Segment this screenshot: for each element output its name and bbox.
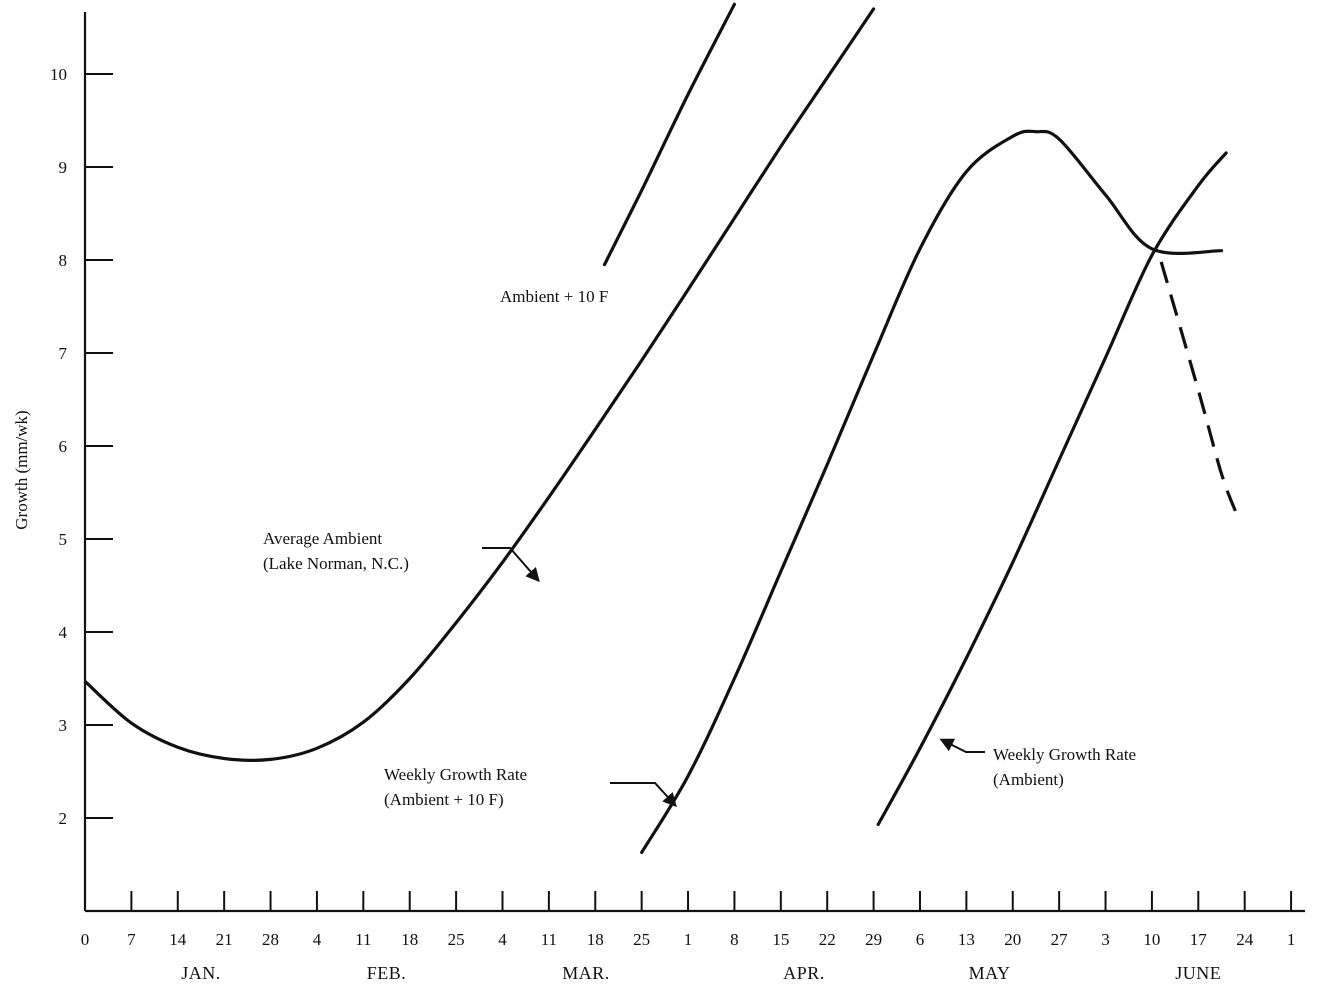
annotation-wgr10: Weekly Growth Rate	[384, 765, 527, 784]
leader-growth-rate-ambient-plus-10	[610, 782, 677, 808]
y-tick-label: 10	[50, 65, 67, 84]
month-label: FEB.	[367, 963, 407, 983]
month-label: APR.	[783, 963, 825, 983]
y-axis-label: Growth (mm/wk)	[12, 410, 31, 529]
x-tick-label: 21	[216, 930, 233, 949]
x-tick-label: 1	[684, 930, 693, 949]
y-ticks: 2 3 4 5 6 7 8 9 10	[50, 65, 113, 828]
x-tick-label: 22	[819, 930, 836, 949]
x-tick-label: 4	[313, 930, 322, 949]
x-tick-label: 4	[498, 930, 507, 949]
x-tick-label: 7	[127, 930, 136, 949]
ambient-decline-dashed-line	[1159, 261, 1237, 512]
annotation-avg: (Lake Norman, N.C.)	[263, 554, 409, 573]
month-label: JUNE	[1175, 963, 1221, 983]
y-tick-label: 4	[59, 623, 68, 642]
x-tick-label: 29	[865, 930, 882, 949]
x-tick-label: 13	[958, 930, 975, 949]
x-tick-label: 18	[401, 930, 418, 949]
y-tick-label: 6	[59, 437, 68, 456]
month-label: MAR.	[562, 963, 610, 983]
annotation-wgr: (Ambient)	[993, 770, 1064, 789]
annotation-ambient10: Ambient + 10 F	[500, 287, 608, 306]
x-tick-label: 1	[1287, 930, 1296, 949]
x-tick-label: 14	[169, 930, 187, 949]
x-tick-label: 27	[1051, 930, 1069, 949]
x-tick-label: 10	[1143, 930, 1160, 949]
growth-rate-ambient-line	[876, 151, 1228, 827]
month-labels: JAN. FEB. MAR. APR. MAY JUNE	[181, 963, 1221, 983]
axes	[83, 12, 1305, 913]
leader-growth-rate-ambient	[939, 738, 985, 753]
x-tick-label: 24	[1236, 930, 1254, 949]
x-tick-label: 28	[262, 930, 279, 949]
annotation-avg: Average Ambient	[263, 529, 382, 548]
y-tick-label: 5	[59, 530, 68, 549]
x-tick-label: 20	[1004, 930, 1021, 949]
series-lines	[85, 2, 1237, 854]
y-tick-label: 7	[59, 344, 68, 363]
x-tick-label: 3	[1101, 930, 1110, 949]
y-tick-label: 3	[59, 716, 68, 735]
x-tick-label: 25	[633, 930, 650, 949]
average-ambient-line	[85, 7, 876, 762]
x-tick-label: 8	[730, 930, 739, 949]
x-tick-label: 6	[916, 930, 925, 949]
x-tick-label: 17	[1190, 930, 1208, 949]
x-tick-label: 0	[81, 930, 90, 949]
x-tick-label: 11	[541, 930, 557, 949]
x-tick-label: 18	[587, 930, 604, 949]
x-tick-label: 25	[448, 930, 465, 949]
x-ticks: 0 7 14 21 28 4 11 18 25 4 11 18 25 1 8 15 22 29 6 13 20 27 3 10…	[81, 891, 1296, 949]
leader-average-ambient	[482, 547, 540, 583]
ambient-plus-10-line	[602, 2, 736, 267]
y-tick-label: 9	[59, 158, 68, 177]
month-label: MAY	[969, 963, 1011, 983]
x-tick-label: 11	[355, 930, 371, 949]
annotation-wgr: Weekly Growth Rate	[993, 745, 1136, 764]
x-tick-label: 15	[772, 930, 789, 949]
growth-rate-ambient-plus-10-line	[640, 129, 1224, 854]
y-tick-label: 2	[59, 809, 68, 828]
y-tick-label: 8	[59, 251, 68, 270]
annotation-wgr10: (Ambient + 10 F)	[384, 790, 504, 809]
month-label: JAN.	[181, 963, 221, 983]
annotations: Ambient + 10 F Average Ambient (Lake Norma…	[263, 287, 1136, 809]
